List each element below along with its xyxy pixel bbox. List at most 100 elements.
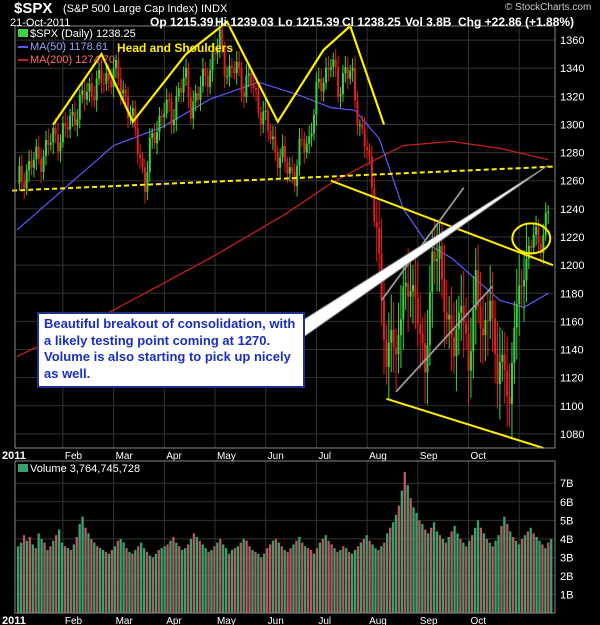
volume-bar (286, 551, 289, 613)
price-tick-label: 1220 (560, 232, 584, 244)
candle-body (506, 370, 509, 397)
volume-bar (544, 548, 547, 613)
volume-bar (330, 544, 333, 613)
candle-body (286, 161, 289, 174)
volume-bar (245, 540, 248, 613)
volume-bar (63, 546, 67, 613)
volume-bar (315, 548, 319, 613)
candle-body (90, 83, 93, 98)
chart-volume: Vol 3.8B (405, 15, 452, 29)
volume-bar (40, 538, 43, 613)
x-tick-label: Mar (116, 616, 134, 625)
volume-bar (277, 542, 281, 613)
candle-body (416, 297, 419, 325)
volume-bar (134, 549, 137, 613)
volume-bar (19, 542, 23, 613)
volume-bar (304, 546, 307, 613)
volume-bar (453, 525, 456, 613)
candle-body (235, 61, 238, 74)
volume-bar (312, 553, 316, 613)
candle-body (515, 304, 518, 328)
legend-price-swatch (18, 29, 28, 37)
candle-body (300, 138, 303, 140)
candle-body (421, 333, 424, 344)
channel-line (395, 285, 494, 393)
watermark: © StockCharts.com (505, 2, 592, 13)
candle-body (520, 285, 523, 287)
candle-body (136, 128, 139, 155)
volume-tick-label: 3B (560, 552, 573, 564)
volume-bar (491, 546, 494, 613)
volume-bar (321, 538, 324, 613)
volume-bar (298, 537, 301, 613)
candle-body (486, 320, 489, 322)
volume-bar (46, 549, 49, 613)
volume-bar (172, 537, 175, 613)
volume-bar (222, 544, 225, 613)
candle-body (52, 128, 55, 143)
volume-bar (350, 553, 354, 613)
price-tick-label: 1180 (560, 288, 584, 300)
candle-body (450, 314, 453, 338)
candle-body (448, 314, 451, 320)
candle-body (165, 99, 168, 114)
candle-body (54, 128, 57, 135)
volume-bar (181, 549, 184, 613)
candle-body (230, 65, 233, 68)
candle-body (28, 160, 31, 171)
ma50-line (16, 81, 549, 308)
volume-bar (137, 546, 140, 613)
candle-body (180, 88, 183, 93)
volume-bar (110, 549, 114, 613)
volume-bar (383, 542, 386, 613)
candle-body (267, 110, 270, 131)
candle-body (378, 227, 381, 254)
volume-bar (116, 540, 119, 613)
candle-body (276, 152, 279, 168)
candle-body (35, 146, 38, 160)
volume-tick-label: 7B (560, 478, 573, 490)
volume-bar (131, 553, 134, 613)
volume-bar (462, 542, 465, 613)
annotation-callout: Beautiful breakout of consolidation, wit… (37, 312, 305, 388)
volume-bar (447, 537, 450, 613)
candle-body (117, 60, 120, 79)
volume-bar (31, 544, 34, 613)
candle-body (337, 66, 340, 97)
candle-body (182, 77, 185, 93)
candle-body (76, 119, 79, 126)
volume-tick-label: 2B (560, 571, 573, 583)
candle-body (32, 159, 35, 168)
volume-bar (470, 535, 474, 613)
candle-body (351, 67, 354, 71)
candle-body (296, 165, 299, 187)
volume-bar (113, 546, 116, 613)
candle-body (240, 68, 243, 93)
candle-body (312, 114, 315, 134)
candle-body (539, 243, 542, 254)
x-tick-label: Aug (369, 616, 387, 625)
candle-body (66, 126, 69, 130)
price-tick-label: 1120 (560, 373, 584, 385)
candle-body (247, 73, 250, 76)
candle-body (513, 327, 516, 363)
candle-body (329, 67, 332, 70)
candle-body (445, 312, 448, 320)
volume-bar (145, 551, 149, 613)
volume-bar (538, 540, 541, 613)
volume-bar (55, 535, 58, 613)
chart-high: Hi 1239.03 (215, 15, 274, 29)
volume-bar (49, 546, 52, 613)
volume-bar (151, 557, 155, 613)
volume-bars (17, 472, 553, 613)
candle-body (373, 187, 376, 222)
volume-bar (283, 549, 286, 613)
volume-bar (418, 520, 421, 613)
volume-bar (78, 524, 81, 613)
price-tick-label: 1200 (560, 260, 584, 272)
volume-bar (169, 540, 172, 613)
candle-body (271, 136, 274, 140)
candle-body (213, 52, 216, 54)
volume-bar (488, 542, 491, 613)
volume-bar (87, 533, 90, 613)
